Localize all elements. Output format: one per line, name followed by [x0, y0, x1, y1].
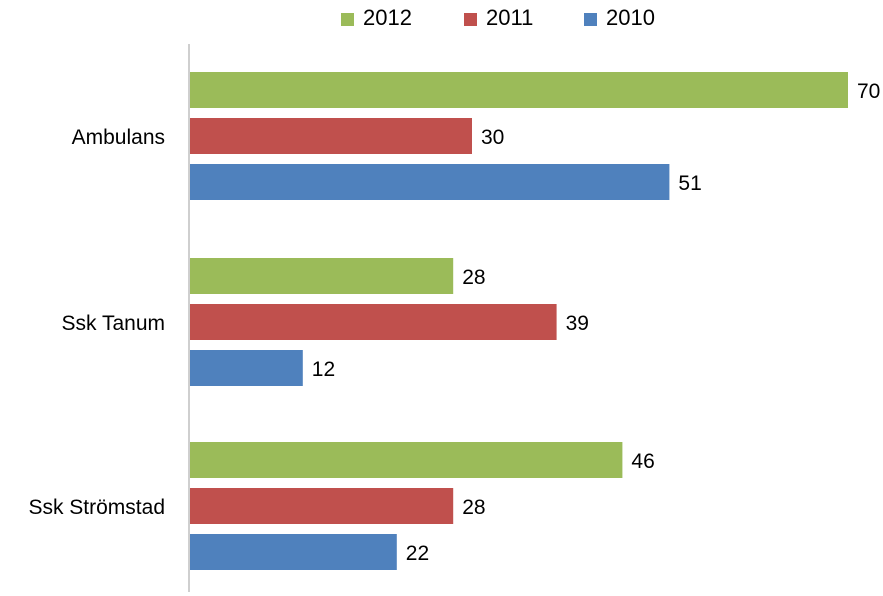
data-label-ssk-stromstad-2011: 28 — [462, 496, 485, 519]
legend: 2012 2011 2010 — [341, 5, 655, 30]
bar-ssk-tanum-2012 — [190, 258, 454, 294]
legend-swatch-2012 — [341, 13, 354, 26]
legend-swatch-2011 — [464, 13, 477, 26]
bar-ssk-stromstad-2011 — [190, 488, 454, 524]
data-label-ssk-stromstad-2010: 22 — [406, 542, 429, 565]
bar-ambulans-2012 — [190, 72, 848, 108]
bar-ambulans-2010 — [190, 164, 670, 200]
category-label-ambulans: Ambulans — [72, 126, 165, 149]
bar-ssk-tanum-2010 — [190, 350, 303, 386]
bar-ambulans-2011 — [190, 118, 472, 154]
data-label-ambulans-2011: 30 — [481, 126, 504, 149]
category-labels: Ambulans Ssk Tanum Ssk Strömstad — [28, 126, 165, 519]
bar-ssk-stromstad-2010 — [190, 534, 397, 570]
legend-swatch-2010 — [584, 13, 597, 26]
data-label-ambulans-2010: 51 — [678, 172, 701, 195]
legend-label-2012: 2012 — [363, 5, 412, 30]
bar-ssk-stromstad-2012 — [190, 442, 623, 478]
category-label-ssk-stromstad: Ssk Strömstad — [28, 496, 165, 519]
legend-label-2010: 2010 — [606, 5, 655, 30]
bars — [190, 72, 848, 570]
data-labels: 70 30 51 28 39 12 46 28 22 — [312, 80, 881, 565]
data-label-ambulans-2012: 70 — [857, 80, 880, 103]
legend-label-2011: 2011 — [486, 5, 533, 30]
bar-ssk-tanum-2011 — [190, 304, 557, 340]
category-label-ssk-tanum: Ssk Tanum — [62, 312, 166, 335]
data-label-ssk-stromstad-2012: 46 — [631, 450, 654, 473]
data-label-ssk-tanum-2011: 39 — [566, 312, 589, 335]
data-label-ssk-tanum-2010: 12 — [312, 358, 335, 381]
data-label-ssk-tanum-2012: 28 — [462, 266, 485, 289]
